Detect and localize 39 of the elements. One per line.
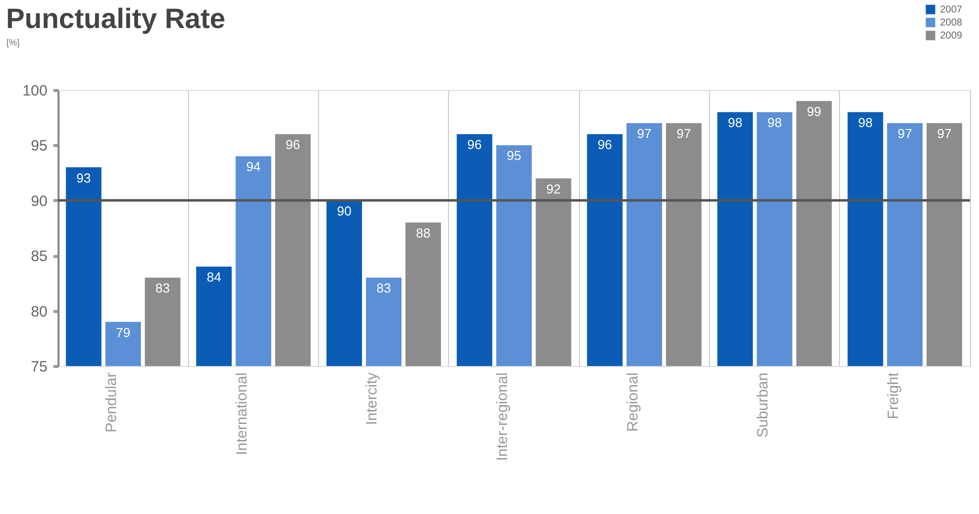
y-tick-label: 80 <box>30 303 48 320</box>
y-tick-label: 95 <box>30 138 48 155</box>
y-axis-title: [%] <box>6 38 20 48</box>
y-tick-label: 100 <box>22 82 48 100</box>
data-label: 99 <box>806 104 822 120</box>
x-tick-label: Inter-regional <box>494 372 511 461</box>
data-label: 98 <box>858 115 873 130</box>
data-label: 97 <box>937 126 952 142</box>
data-label: 98 <box>728 115 742 130</box>
y-tick-label: 75 <box>30 358 48 376</box>
x-tick-label: Pendular <box>103 372 120 433</box>
x-tick-label: Regional <box>624 372 642 432</box>
data-label: 94 <box>246 159 261 174</box>
data-label: 96 <box>467 137 482 152</box>
data-label: 93 <box>76 170 91 186</box>
x-tick-label: International <box>233 372 250 456</box>
legend-label: 2008 <box>940 18 963 28</box>
data-label: 83 <box>376 280 391 296</box>
data-label: 96 <box>598 137 612 152</box>
legend-label: 2007 <box>940 4 963 16</box>
data-label: 95 <box>506 148 522 164</box>
legend-label: 2009 <box>940 30 963 42</box>
chart-title: Punctuality Rate <box>6 3 226 34</box>
x-tick-label: Suburban <box>754 372 772 438</box>
data-label: 83 <box>155 280 170 296</box>
x-tick-label: Intercity <box>364 372 381 426</box>
data-label: 84 <box>206 270 222 285</box>
data-label: 97 <box>637 126 652 142</box>
y-tick-label: 90 <box>30 192 48 210</box>
data-label: 96 <box>286 137 300 152</box>
data-label: 92 <box>546 181 561 196</box>
data-label: 98 <box>767 115 782 130</box>
data-label: 79 <box>116 324 130 340</box>
data-label: 97 <box>898 126 912 142</box>
data-label: 88 <box>416 225 430 240</box>
x-tick-label: Freight <box>884 372 902 420</box>
data-label: 97 <box>676 126 691 142</box>
y-tick-label: 85 <box>30 248 48 266</box>
data-label: 90 <box>337 203 352 218</box>
